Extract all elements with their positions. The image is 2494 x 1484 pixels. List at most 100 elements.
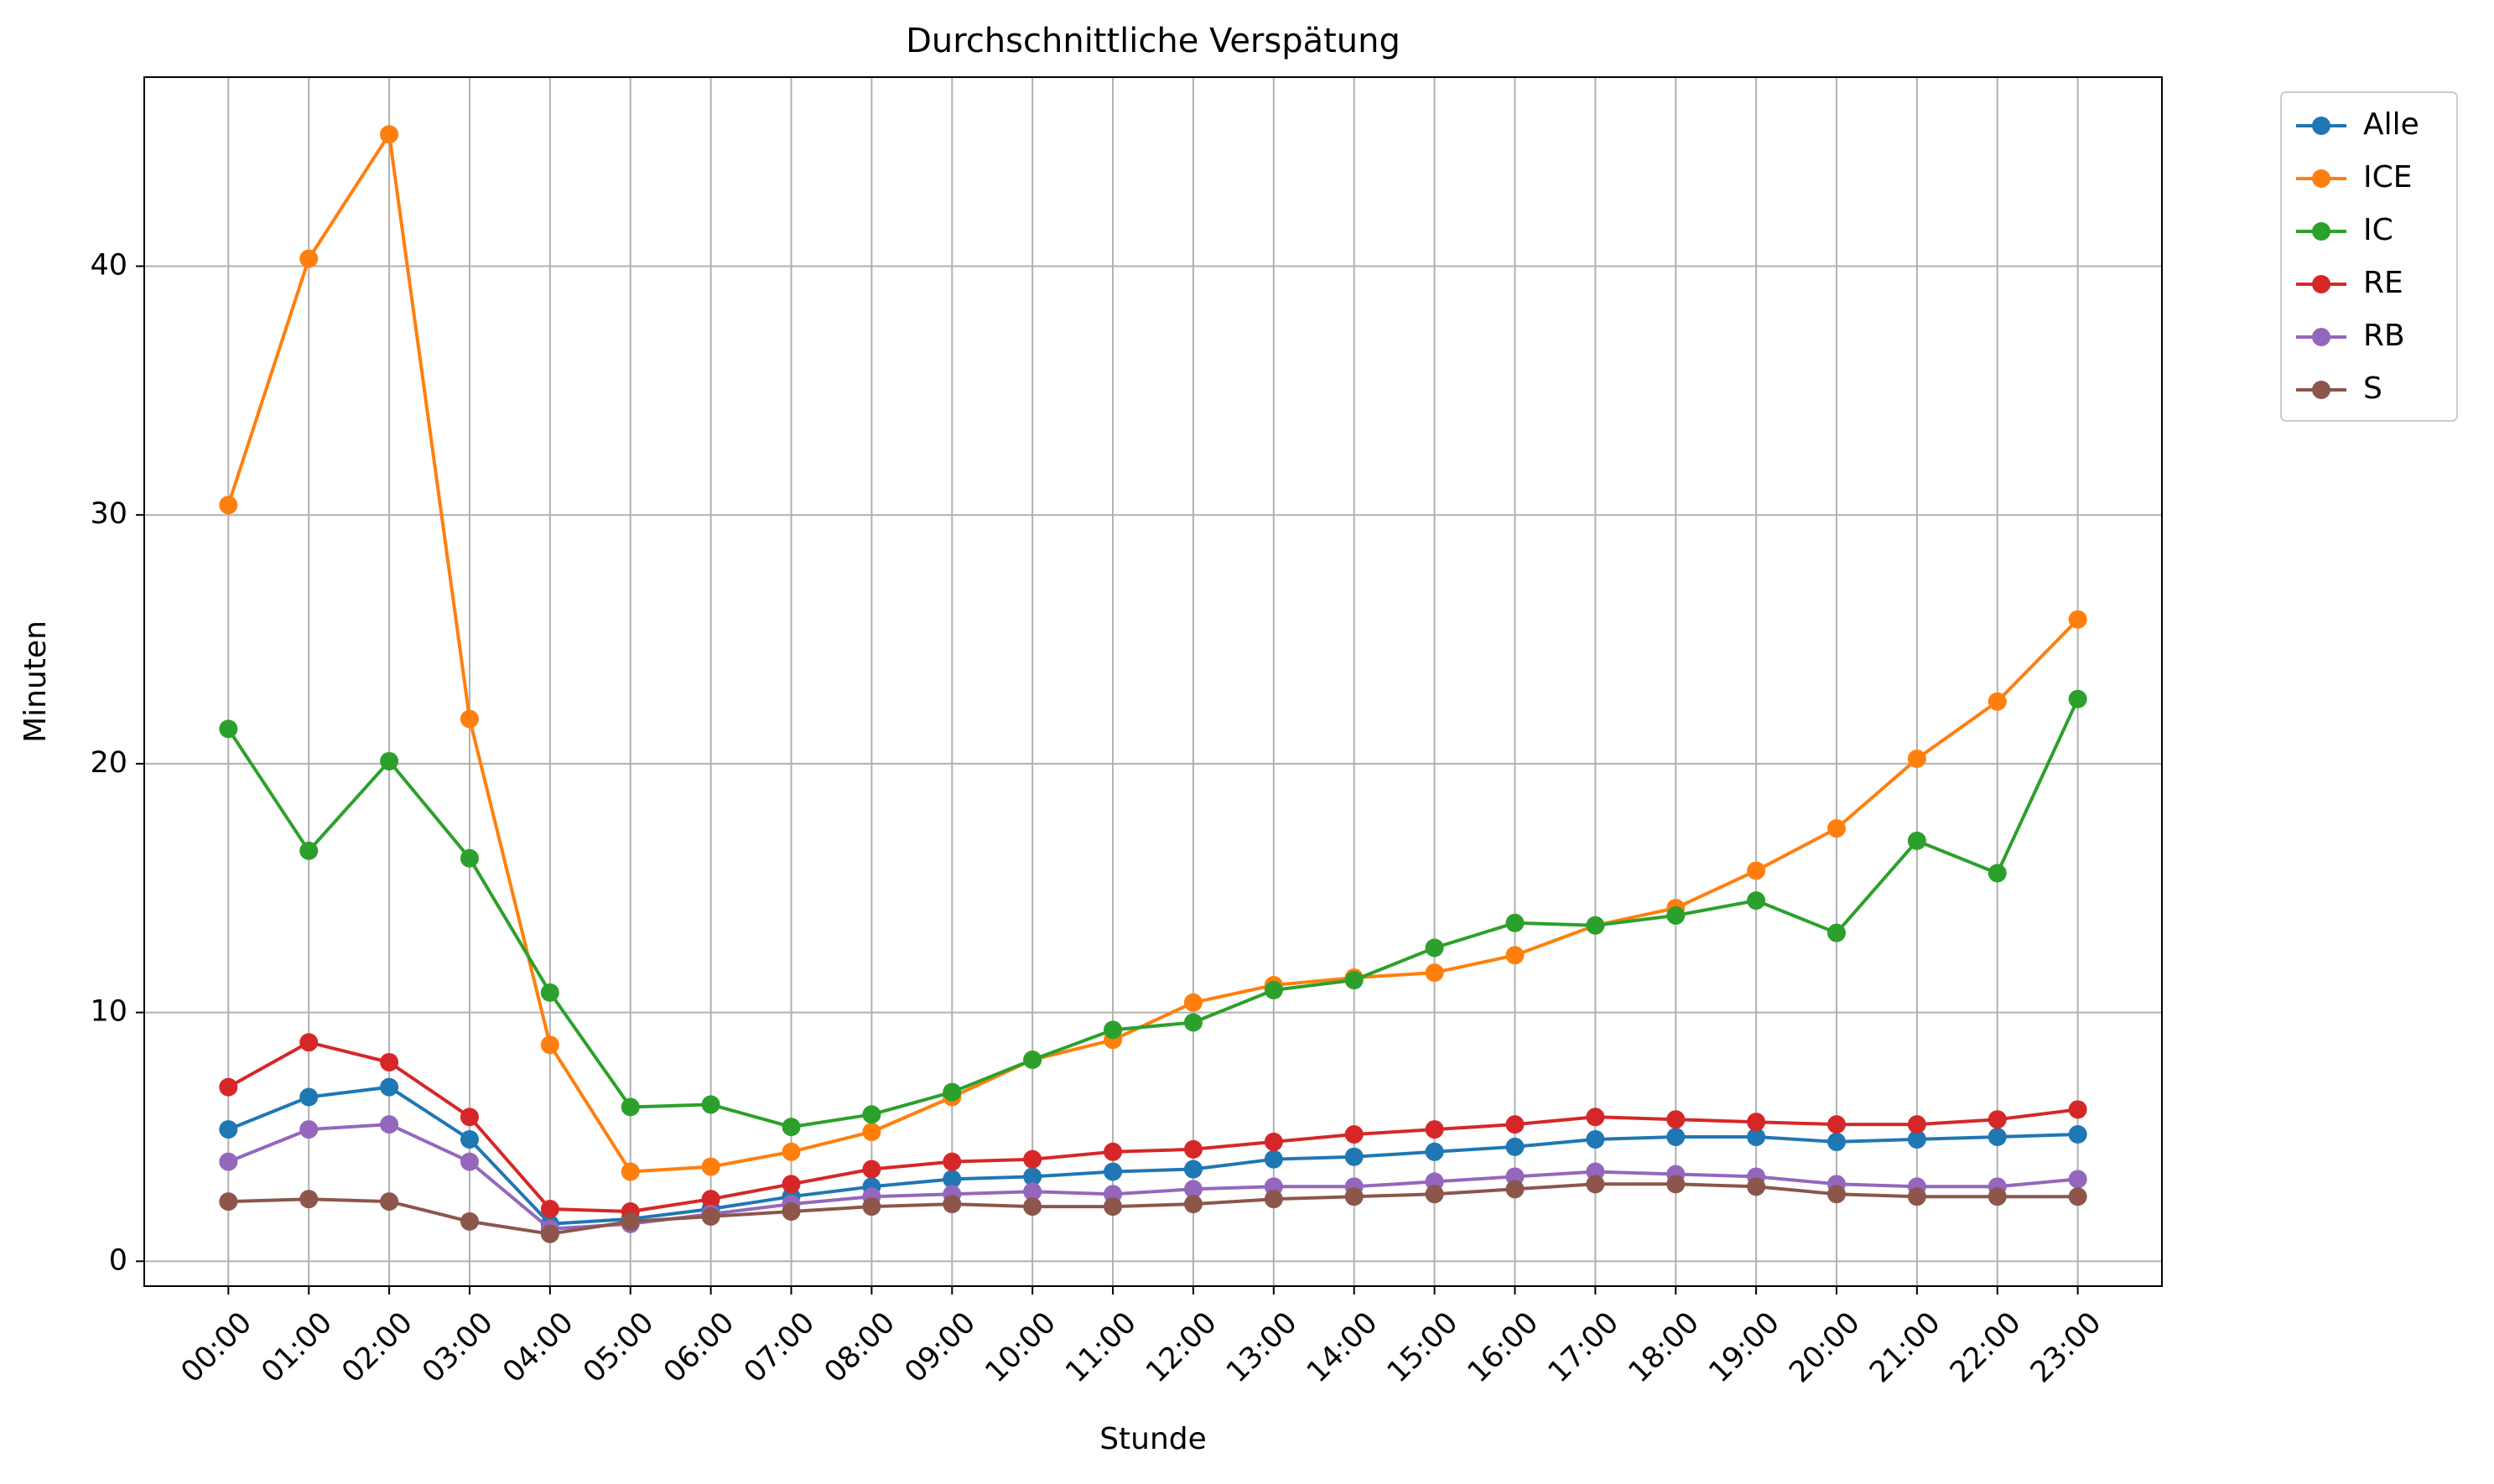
data-point	[1586, 1175, 1605, 1194]
data-point	[862, 1105, 881, 1124]
data-point	[862, 1160, 881, 1179]
data-point	[1425, 1185, 1444, 1204]
data-point	[2068, 1125, 2087, 1144]
data-point	[1827, 1185, 1847, 1204]
x-tick-label: 13:00	[1220, 1306, 1304, 1390]
data-point	[1586, 1108, 1605, 1127]
x-tick-label: 18:00	[1623, 1306, 1707, 1390]
x-tick-label: 19:00	[1702, 1306, 1786, 1390]
data-point	[460, 709, 479, 729]
data-point	[1104, 1197, 1123, 1217]
plot-area-frame	[143, 76, 2163, 1287]
data-point	[1827, 819, 1847, 838]
data-point	[299, 1033, 319, 1052]
data-point	[1425, 1142, 1444, 1161]
data-point	[621, 1097, 640, 1117]
data-point	[1747, 1177, 1766, 1196]
y-axis-ticks: 0 10 20 30 40	[90, 248, 144, 1277]
data-point	[219, 496, 238, 515]
series-line	[226, 132, 2080, 1174]
series-ice	[219, 125, 2087, 1181]
data-point	[299, 1190, 319, 1209]
x-axis-label: Stunde	[1099, 1422, 1207, 1456]
data-point	[2068, 1187, 2087, 1206]
data-point	[1666, 1110, 1686, 1129]
data-point	[540, 1200, 559, 1219]
data-point	[219, 1077, 238, 1097]
legend-marker	[2312, 275, 2330, 293]
data-point	[1827, 1132, 1847, 1151]
data-point	[219, 719, 238, 739]
data-point	[1987, 1110, 2007, 1129]
data-point	[1425, 963, 1444, 983]
data-point	[1666, 1127, 1686, 1146]
data-point	[1023, 1182, 1042, 1201]
data-point	[1907, 1129, 1926, 1149]
data-point	[1344, 1147, 1364, 1166]
data-point	[1505, 913, 1525, 932]
y-tick-label: 10	[90, 995, 127, 1029]
x-tick-label: 00:00	[175, 1306, 259, 1390]
data-point	[1264, 1149, 1283, 1169]
data-point	[540, 1035, 559, 1055]
data-point	[1666, 1175, 1686, 1194]
data-point	[621, 1212, 640, 1231]
data-point	[782, 1142, 801, 1161]
series-re	[219, 1033, 2087, 1221]
x-tick-label: 16:00	[1462, 1306, 1546, 1390]
data-point	[621, 1162, 640, 1181]
legend-label: RB	[2363, 319, 2405, 353]
data-point	[862, 1197, 881, 1217]
data-point	[2068, 1170, 2087, 1189]
series-lines	[219, 125, 2087, 1243]
legend-marker	[2312, 381, 2330, 399]
data-point	[540, 983, 559, 1002]
grid	[144, 77, 2162, 1286]
data-point	[1425, 1120, 1444, 1139]
series-line	[226, 698, 2080, 1129]
data-point	[1183, 1160, 1203, 1179]
data-point	[1183, 1139, 1203, 1159]
data-point	[1747, 1127, 1766, 1146]
data-point	[380, 751, 399, 771]
data-point	[1827, 923, 1847, 942]
data-point	[1183, 1180, 1203, 1199]
x-tick-label: 10:00	[979, 1306, 1063, 1390]
x-tick-label: 08:00	[818, 1306, 902, 1390]
x-tick-label: 12:00	[1140, 1306, 1224, 1390]
data-point	[2068, 689, 2087, 708]
data-point	[1747, 1113, 1766, 1132]
data-point	[380, 1192, 399, 1212]
data-point	[1987, 864, 2007, 883]
data-point	[380, 1052, 399, 1071]
data-point	[701, 1157, 720, 1176]
x-tick-label: 03:00	[416, 1306, 500, 1390]
data-point	[943, 1195, 962, 1214]
legend-label: S	[2363, 371, 2382, 406]
data-point	[943, 1170, 962, 1189]
data-point	[1666, 905, 1686, 925]
data-point	[1987, 692, 2007, 711]
data-point	[1747, 861, 1766, 880]
legend-marker	[2312, 222, 2330, 241]
data-point	[701, 1190, 720, 1209]
data-point	[1505, 1180, 1525, 1199]
data-point	[1183, 993, 1203, 1012]
legend: Alle ICE IC RE RB S	[2280, 91, 2458, 422]
legend-label: RE	[2363, 266, 2403, 300]
data-point	[1023, 1197, 1042, 1217]
data-point	[1907, 749, 1926, 768]
data-point	[1344, 1125, 1364, 1144]
x-tick-label: 15:00	[1381, 1306, 1465, 1390]
x-tick-label: 04:00	[496, 1306, 580, 1390]
x-tick-label: 07:00	[738, 1306, 822, 1390]
data-point	[862, 1123, 881, 1142]
data-point	[1586, 1129, 1605, 1149]
x-tick-label: 22:00	[1944, 1306, 2028, 1390]
data-point	[299, 1087, 319, 1107]
data-point	[1987, 1187, 2007, 1206]
data-point	[782, 1175, 801, 1194]
data-point	[1987, 1127, 2007, 1146]
data-point	[540, 1224, 559, 1243]
data-point	[1505, 1137, 1525, 1156]
